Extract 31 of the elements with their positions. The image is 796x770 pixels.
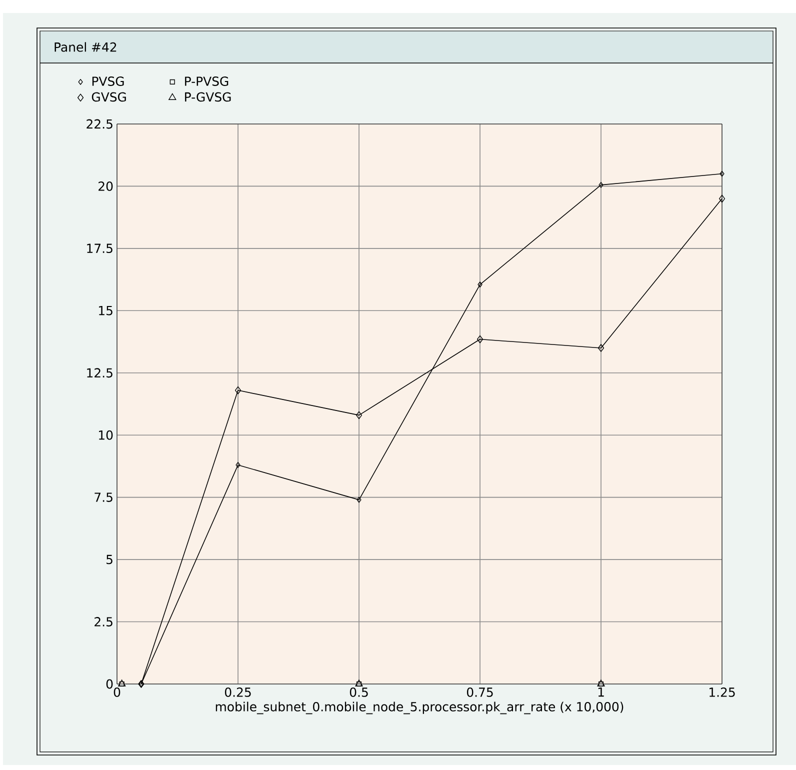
y-tick-label: 0	[106, 679, 113, 689]
y-tick-label: 12.5	[87, 368, 112, 378]
y-tick-label: 7.5	[94, 492, 112, 502]
point	[718, 194, 726, 203]
legend-label: PVSG	[92, 76, 124, 86]
point	[356, 496, 362, 503]
y-tick-label: 17.5	[87, 244, 112, 254]
legend-label: GVSG	[92, 92, 126, 102]
point	[598, 182, 604, 188]
y-tick-label: 15	[99, 306, 112, 316]
legend-label: P-PVSG	[185, 76, 228, 86]
x-tick-label: 1	[598, 688, 604, 697]
y-tick-label: 20	[98, 181, 113, 191]
legend-label: P-GVSG	[185, 92, 231, 102]
y-tick-label: 2.5	[94, 617, 112, 626]
point	[598, 344, 604, 352]
x-tick-label: 0.75	[466, 687, 493, 697]
x-tick-label: 1.25	[710, 687, 735, 697]
y-tick-label: 10	[99, 430, 113, 440]
point	[478, 282, 482, 288]
x-tick-label: 0.5	[350, 687, 368, 697]
point	[236, 462, 240, 468]
point	[356, 411, 362, 420]
point	[476, 335, 484, 344]
x-tick-label: 0.25	[224, 687, 251, 697]
y-tick-label: 5	[106, 554, 112, 564]
x-axis-title: mobile_subnet_0.mobile_node_5.processor.pk_arr_rate (x 10,000)	[216, 702, 624, 714]
chart-title: Panel #42	[54, 42, 116, 52]
point	[234, 386, 242, 394]
x-tick-label: 0	[114, 687, 120, 697]
y-tick-label: 22.5	[86, 119, 112, 129]
